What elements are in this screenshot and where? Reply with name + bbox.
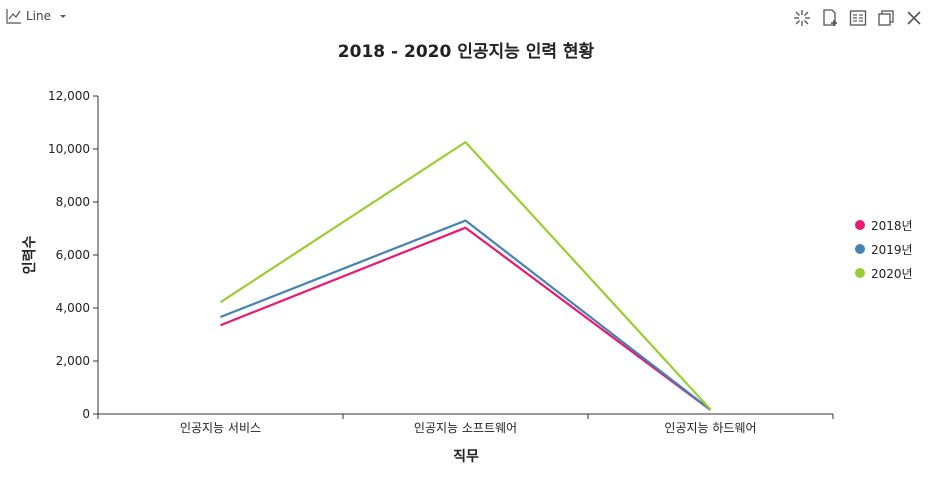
close-button[interactable] <box>904 8 924 28</box>
close-icon <box>907 11 921 25</box>
export-file-icon <box>823 9 837 26</box>
line-chart-icon <box>6 9 21 24</box>
legend-label: 2020년 <box>871 267 913 281</box>
x-tick-label: 인공지능 하드웨어 <box>664 421 756 435</box>
y-axis-label: 인력수 <box>21 236 38 275</box>
x-axis-label: 직무 <box>453 448 479 465</box>
chart-title: 2018 - 2020 인공지능 인력 현황 <box>338 42 595 62</box>
chart-type-label: Line <box>26 9 52 23</box>
y-tick-label: 4,000 <box>56 301 90 315</box>
legend-swatch <box>855 220 865 230</box>
y-tick-label: 8,000 <box>56 195 90 209</box>
series-line[interactable] <box>220 226 712 411</box>
legend-swatch <box>855 268 865 278</box>
copy-window-button[interactable] <box>876 8 896 28</box>
dropdown-caret-icon[interactable] <box>55 11 71 21</box>
legend-label: 2018년 <box>871 219 913 233</box>
legend-item[interactable]: 2020년 <box>855 267 913 281</box>
legend-label: 2019년 <box>871 243 913 257</box>
data-view-button[interactable] <box>848 8 868 28</box>
series-line[interactable] <box>219 141 712 411</box>
export-button[interactable] <box>820 8 840 28</box>
crosshair-button[interactable] <box>792 8 812 28</box>
series-line[interactable] <box>220 219 712 411</box>
x-tick-label: 인공지능 서비스 <box>180 421 261 435</box>
crosshair-icon <box>794 10 810 26</box>
legend-item[interactable]: 2018년 <box>855 219 913 233</box>
copy-window-icon <box>878 10 894 26</box>
y-tick-label: 2,000 <box>56 354 90 368</box>
y-tick-label: 10,000 <box>48 142 90 156</box>
y-tick-label: 12,000 <box>48 89 90 103</box>
legend-item[interactable]: 2019년 <box>855 243 913 257</box>
chart-type-selector[interactable]: Line <box>6 8 71 24</box>
y-tick-label: 0 <box>82 407 90 421</box>
x-tick-label: 인공지능 소프트웨어 <box>414 421 517 435</box>
y-tick-label: 6,000 <box>56 248 90 262</box>
legend-swatch <box>855 244 865 254</box>
data-view-icon <box>849 10 867 26</box>
